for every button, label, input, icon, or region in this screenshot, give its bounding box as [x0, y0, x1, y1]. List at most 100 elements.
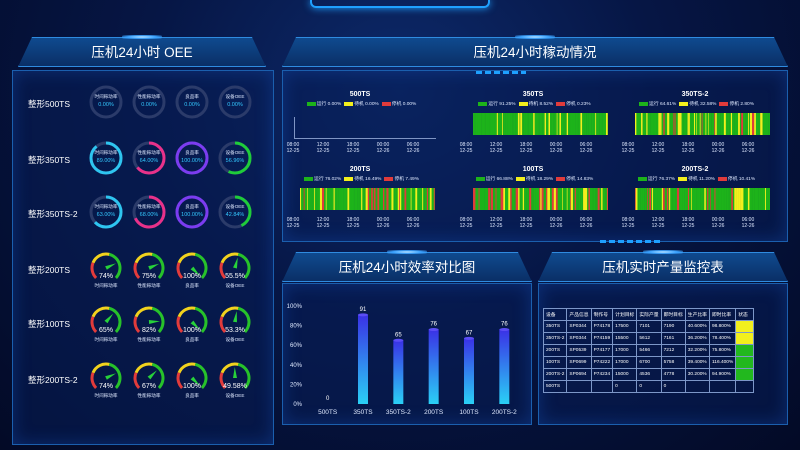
oee-ring-gauge: 时间稼动率 0.00% — [88, 84, 124, 120]
timeline-segment — [518, 188, 520, 210]
timeline-segment — [766, 113, 769, 135]
dial-band — [177, 362, 196, 374]
timeline-segment — [594, 113, 596, 135]
timeline-segment — [736, 113, 739, 135]
operation-deco-left — [476, 71, 526, 74]
timeline-segment — [325, 188, 327, 210]
table-cell: 30.200% — [684, 368, 710, 381]
oee-ring-gauge: 良品率 0.00% — [174, 84, 210, 120]
oee-row-name: 整形500TS — [28, 99, 71, 109]
timeline-segment — [746, 113, 749, 135]
dial-label: 良品率 — [185, 337, 199, 342]
timeline-segment — [479, 113, 482, 135]
timeline-segment — [651, 188, 654, 210]
table-row: 350TS-2 SP0344 P74159 15500 5612 7161 36.200% 7… — [542, 332, 755, 345]
timeline-segment — [711, 113, 712, 135]
ring-fill — [175, 195, 209, 229]
timeline-segment — [505, 188, 507, 210]
operation-chart-title: 100TS — [522, 166, 544, 173]
timeline-tick: 00:00 12-26 — [706, 217, 730, 229]
timeline-segment — [749, 188, 752, 210]
oee-ring-gauge: 性能稼动率 0.00% — [131, 84, 167, 120]
timeline-segment — [686, 188, 689, 210]
timeline-segment — [712, 113, 714, 135]
timeline-segment — [487, 113, 489, 135]
timeline-segment — [747, 188, 750, 210]
efficiency-panel-title: 压机24小时效率对比图 — [282, 252, 532, 282]
oee-row-name: 整形100TS — [28, 319, 71, 329]
timeline-segment — [568, 113, 570, 135]
dial-band — [133, 372, 141, 389]
timeline-segment — [404, 188, 407, 210]
dial-band — [151, 362, 165, 389]
timeline-segment — [523, 113, 526, 135]
timeline-segment — [596, 188, 598, 210]
table-cell: 75.800% — [708, 344, 737, 357]
tick-time: 06:00 — [741, 142, 755, 148]
tick-date: 12-26 — [406, 223, 420, 229]
tick-time: 08:00 — [621, 217, 635, 223]
production-table-body: 350TS SP0344 P74178 17500 7101 7190 40.600% 98.… — [542, 320, 755, 393]
timeline-segment — [733, 113, 735, 135]
timeline-segment — [764, 188, 767, 210]
tick-time: 08:00 — [459, 142, 473, 148]
timeline-segment — [519, 188, 522, 210]
timeline-segment — [496, 113, 497, 135]
timeline-segment — [428, 188, 430, 210]
dial-svg — [176, 362, 208, 389]
timeline-segment — [360, 188, 362, 210]
timeline-segment — [502, 113, 504, 135]
table-cell: SP0694 — [566, 368, 592, 381]
timeline-segment — [341, 188, 344, 210]
bar-value-label: 67 — [466, 330, 473, 336]
bar — [428, 329, 439, 404]
timeline-segment — [703, 113, 706, 135]
tick-time: 18:00 — [681, 217, 695, 223]
dial-needle — [105, 263, 116, 270]
timeline-segment — [714, 188, 716, 210]
bar-cap — [464, 336, 474, 340]
timeline-segment — [508, 188, 511, 210]
timeline-segment — [713, 188, 715, 210]
ring-svg — [218, 195, 252, 229]
timeline-segment — [499, 113, 502, 135]
oee-panel — [12, 70, 274, 445]
x-category-label: 500TS — [318, 409, 338, 416]
ring-svg — [89, 85, 123, 119]
table-cell: 7190 — [660, 320, 686, 333]
tick-time: 18:00 — [519, 142, 533, 148]
timeline-segment — [582, 188, 584, 210]
table-cell: SP0344 — [566, 332, 592, 345]
y-tick-label: 40% — [290, 363, 303, 369]
oee-dial-gauge: 100% 良品率 — [174, 250, 210, 290]
x-category-label: 100TS — [459, 409, 479, 416]
tick-time: 06:00 — [406, 217, 420, 223]
timeline-segment — [728, 188, 730, 210]
timeline-segment — [547, 188, 551, 210]
dial-label: 性能稼动率 — [137, 393, 161, 398]
timeline-segment — [537, 188, 540, 210]
timeline-segment — [422, 188, 424, 210]
timeline-segment — [544, 113, 547, 135]
timeline-segment — [708, 188, 711, 210]
timeline-segment — [546, 188, 548, 210]
timeline-segment — [659, 188, 662, 210]
timeline-segment — [761, 188, 763, 210]
y-tick-label: 60% — [290, 343, 303, 349]
timeline-segment — [562, 188, 564, 210]
timeline-segment — [391, 188, 394, 210]
timeline-segment — [575, 113, 578, 135]
table-cell: 98.800% — [708, 320, 737, 333]
timeline-segment — [559, 113, 562, 135]
oee-row: 整形350TS 时间稼动率 89.00% 性能稼动率 64.00% 良品率 100.00% 设… — [28, 140, 268, 188]
oee-row: 整形500TS 时间稼动率 0.00% 性能稼动率 0.00% 良品率 0.00% 设备OEE… — [28, 84, 268, 132]
timeline-segment — [553, 113, 555, 135]
timeline-segment — [647, 188, 650, 210]
dial-needle — [104, 313, 114, 324]
legend-text-run: 运行 66.88% — [485, 177, 513, 182]
timeline-segment — [669, 113, 672, 135]
table-cell: 17500 — [612, 320, 638, 333]
timeline-segment — [577, 188, 579, 210]
timeline-segment — [380, 188, 383, 210]
dial-band — [176, 316, 184, 333]
